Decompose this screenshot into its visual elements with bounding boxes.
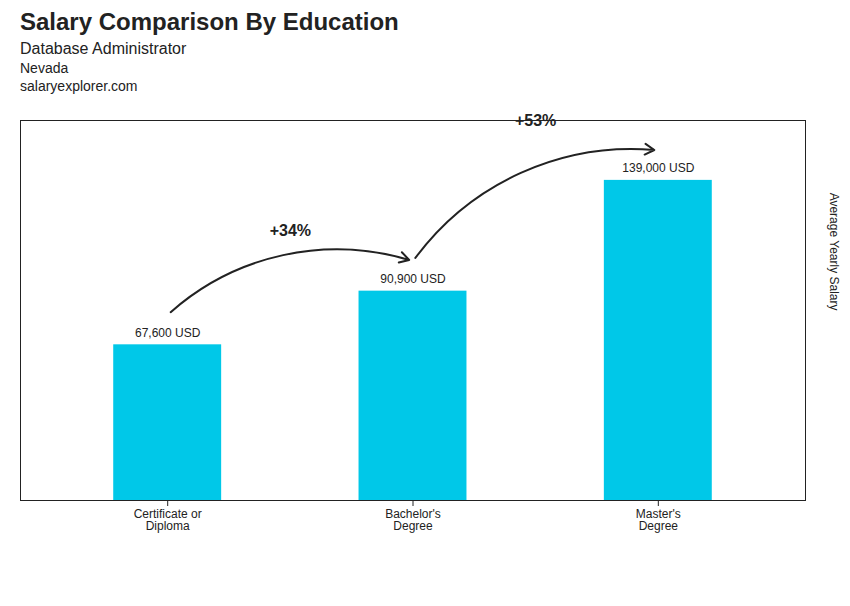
html-text:Salary Comparison By Education: Salary Comparison By Education — [20, 8, 399, 35]
svg-text:67,600 USD: 67,600 USD — [135, 326, 201, 340]
html-text:Database Administrator: Database Administrator — [20, 40, 187, 57]
svg-text:+34%: +34% — [270, 222, 311, 239]
svg-text:Certificate orDiploma: Certificate orDiploma — [134, 507, 202, 533]
svg-text:90,900 USD: 90,900 USD — [380, 272, 446, 286]
html-text:Nevada: Nevada — [20, 60, 69, 76]
svg-text:Average Yearly Salary: Average Yearly Salary — [827, 193, 841, 311]
svg-text:Master'sDegree: Master'sDegree — [636, 507, 681, 533]
svg-text:139,000 USD: 139,000 USD — [622, 161, 694, 175]
html-text:salaryexplorer.com: salaryexplorer.com — [20, 78, 138, 94]
svg-text:Bachelor'sDegree: Bachelor'sDegree — [385, 507, 441, 533]
svg-text:+53%: +53% — [515, 111, 556, 128]
